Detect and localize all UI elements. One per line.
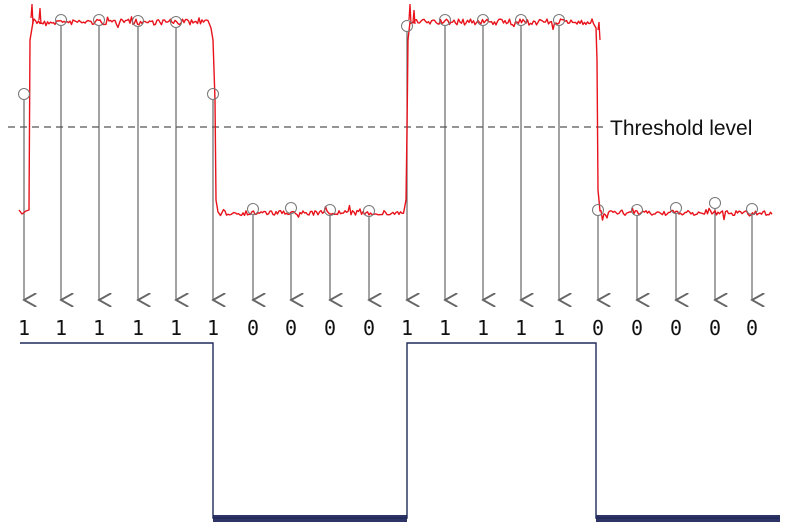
signal-spikes xyxy=(30,3,601,41)
sample-point-marker xyxy=(439,14,451,26)
bit-label: 0 xyxy=(592,316,604,340)
sample-lines xyxy=(24,26,752,300)
sample-point-marker xyxy=(18,88,30,100)
bit-label: 0 xyxy=(285,316,297,340)
bit-label: 1 xyxy=(55,316,67,340)
sample-point-marker xyxy=(170,16,182,28)
sample-point-marker xyxy=(247,203,259,215)
bit-label: 0 xyxy=(631,316,643,340)
bit-label: 1 xyxy=(439,316,451,340)
bit-label: 1 xyxy=(132,316,144,340)
sample-point-marker xyxy=(670,202,682,214)
bit-label: 0 xyxy=(247,316,259,340)
threshold-label: Threshold level xyxy=(610,117,752,140)
bit-label: 0 xyxy=(324,316,336,340)
sample-point-marker xyxy=(93,14,105,26)
bit-label: 1 xyxy=(515,316,527,340)
sample-point-marker xyxy=(401,20,413,32)
bit-label: 0 xyxy=(746,316,758,340)
sample-point-marker xyxy=(592,204,604,216)
bit-label: 1 xyxy=(18,316,30,340)
bit-label: 0 xyxy=(670,316,682,340)
sample-point-marker xyxy=(553,14,565,26)
sample-point-marker xyxy=(746,203,758,215)
sample-point-marker xyxy=(477,14,489,26)
sample-point-marker xyxy=(132,15,144,27)
sample-point-marker xyxy=(631,204,643,216)
bit-label: 1 xyxy=(477,316,489,340)
bit-label: 1 xyxy=(553,316,565,340)
digital-output-waveform xyxy=(20,342,780,522)
bit-label: 1 xyxy=(401,316,413,340)
bit-label: 1 xyxy=(207,316,219,340)
bit-labels: 1 1 1 1 1 1 0 0 0 0 1 1 1 1 1 0 0 0 0 0 xyxy=(18,316,758,340)
sample-point-marker xyxy=(515,14,527,26)
sample-point-marker xyxy=(363,205,375,217)
sample-point-marker xyxy=(285,202,297,214)
sample-point-marker xyxy=(709,197,721,209)
sample-point-marker xyxy=(207,88,219,100)
bit-label: 1 xyxy=(93,316,105,340)
sample-point-marker xyxy=(55,14,67,26)
digital-signal-line xyxy=(20,342,780,519)
noisy-signal-waveform xyxy=(18,16,773,221)
bit-label: 1 xyxy=(170,316,182,340)
sample-point-marker xyxy=(324,204,336,216)
sample-markers xyxy=(18,14,758,217)
bit-label: 0 xyxy=(363,316,375,340)
bit-label: 0 xyxy=(709,316,721,340)
